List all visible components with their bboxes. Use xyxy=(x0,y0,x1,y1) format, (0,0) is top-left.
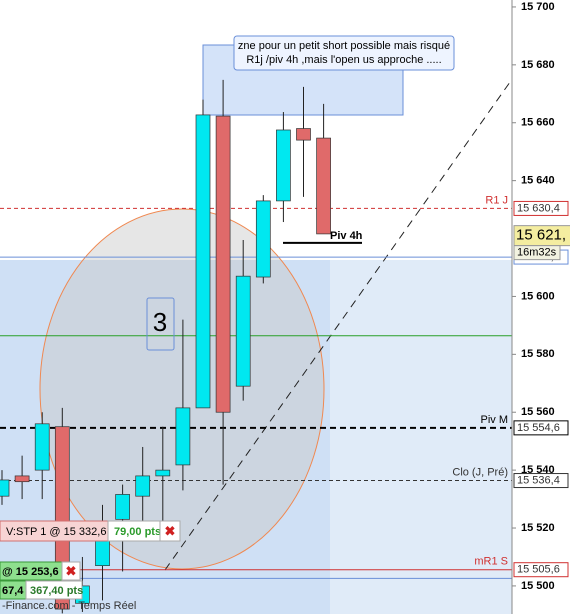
price-axis xyxy=(512,0,570,614)
y-tick-label: 15 700 xyxy=(521,1,555,13)
level-label: Piv M xyxy=(481,414,509,426)
y-tick-label: 15 560 xyxy=(521,406,555,418)
candle-body xyxy=(235,275,251,387)
footer: -Finance.com - Temps Réel xyxy=(2,600,136,612)
timer: 16m32s xyxy=(517,247,557,259)
candle-body xyxy=(215,115,231,413)
close-order[interactable] xyxy=(61,561,81,581)
level-price-box xyxy=(513,200,569,216)
current-price: 15 621, xyxy=(516,227,566,244)
order-pts: 79,00 pts xyxy=(114,526,161,538)
order-qty: 67,4 xyxy=(2,585,24,597)
note-box xyxy=(233,35,455,71)
close-icon: ✖ xyxy=(165,523,176,538)
level-price: 15 630,4 xyxy=(517,202,560,214)
note-line: R1j /piv 4h ,mais l'open us approche ...… xyxy=(246,54,441,66)
level-label: mR1 S xyxy=(474,556,508,568)
candle-body xyxy=(316,137,331,235)
order-pts: 367,40 pts xyxy=(30,585,83,597)
candle-body xyxy=(115,494,130,520)
note-line: zne pour un petit short possible mais ri… xyxy=(238,40,450,52)
lower-background xyxy=(0,260,512,614)
trend-line xyxy=(164,74,516,571)
timer-box xyxy=(513,245,561,261)
candle-body xyxy=(296,128,311,141)
pivot-4h-label: Piv 4h xyxy=(330,230,363,242)
level-price-box xyxy=(513,473,569,489)
y-tick-label: 15 600 xyxy=(521,290,555,302)
y-tick-label: 15 540 xyxy=(521,464,555,476)
y-tick-label: 15 640 xyxy=(521,175,555,187)
level-price: 15 505,6 xyxy=(517,564,560,576)
candle-body xyxy=(195,114,211,409)
order-1: V:STP 1 @ 15 332,6 79,00 pts ✖ xyxy=(0,520,181,542)
count-box xyxy=(146,297,175,351)
level-price: 15 536,4 xyxy=(517,474,560,486)
level-label: R1 J xyxy=(485,194,508,206)
ellipse-drawing xyxy=(39,208,325,570)
pts-box xyxy=(25,580,83,600)
close-order[interactable] xyxy=(159,520,181,542)
order-label: V:STP 1 @ 15 332,6 xyxy=(6,526,106,538)
order-label: @ 15 253,6 xyxy=(2,566,59,578)
level-price: 15 554,6 xyxy=(517,422,560,434)
candle-body xyxy=(34,423,50,471)
level-label: Clo (J, Pré) xyxy=(452,466,508,478)
y-tick-label: 15 520 xyxy=(521,522,555,534)
close-icon: ✖ xyxy=(66,563,77,578)
candle-body xyxy=(135,475,151,497)
candle-body xyxy=(14,475,30,483)
count-label: 3 xyxy=(153,307,167,337)
y-tick-label: 15 680 xyxy=(521,59,555,71)
y-tick-label: 15 580 xyxy=(521,348,555,360)
level-price-box xyxy=(513,420,569,436)
candle-body xyxy=(0,479,10,497)
order-2: @ 15 253,6 ✖ 67,4 367,40 pts xyxy=(0,561,83,600)
candle-body xyxy=(276,129,291,202)
candle-body xyxy=(175,407,191,466)
y-tick-label: 15 500 xyxy=(521,580,555,592)
candle-body xyxy=(155,469,171,477)
y-tick-label: 15 660 xyxy=(521,117,555,129)
level-price-box xyxy=(513,562,569,578)
candle-body xyxy=(255,200,271,278)
